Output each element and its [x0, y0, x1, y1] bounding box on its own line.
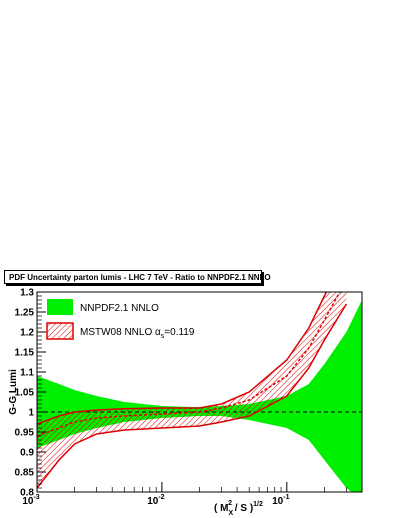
mstw-band	[37, 292, 347, 488]
nnpdf-band	[37, 300, 362, 492]
y-tick-label: 0.9	[20, 448, 34, 459]
legend-swatch-mstw	[46, 322, 74, 340]
legend-label-nnpdf: NNPDF2.1 NNLO	[80, 303, 159, 314]
mstw-central-line	[37, 292, 341, 437]
y-tick-label: 0.8	[20, 488, 34, 499]
y-tick-label: 1.2	[20, 328, 34, 339]
y-tick-label: 1.25	[15, 308, 35, 319]
x-tick-label: 10-2	[147, 494, 164, 507]
y-axis-label: G-G Lumi	[8, 369, 19, 415]
y-tick-label: 1.15	[15, 348, 35, 359]
y-tick-label: 0.85	[15, 468, 35, 479]
legend: NNPDF2.1 NNLO MSTW08 NNLO αs=0.119	[46, 299, 195, 340]
chart-title: PDF Uncertainty parton lumis - LHC 7 TeV…	[4, 270, 271, 284]
x-tick-label: 10-3	[22, 494, 39, 507]
x-axis-label: ( MX2 / S )1/2	[214, 500, 263, 517]
legend-label-mstw: MSTW08 NNLO αs=0.119	[80, 327, 195, 340]
y-tick-label: 1	[28, 408, 34, 419]
y-tick-label: 1.1	[20, 368, 34, 379]
x-tick-label: 10-1	[272, 494, 289, 507]
y-tick-label: 0.95	[15, 428, 35, 439]
y-tick-label: 1.05	[15, 388, 35, 399]
legend-swatch-nnpdf	[47, 299, 73, 315]
y-tick-label: 1.3	[20, 288, 34, 299]
mstw-lower-line	[37, 303, 348, 489]
mstw-upper-line	[37, 292, 328, 425]
